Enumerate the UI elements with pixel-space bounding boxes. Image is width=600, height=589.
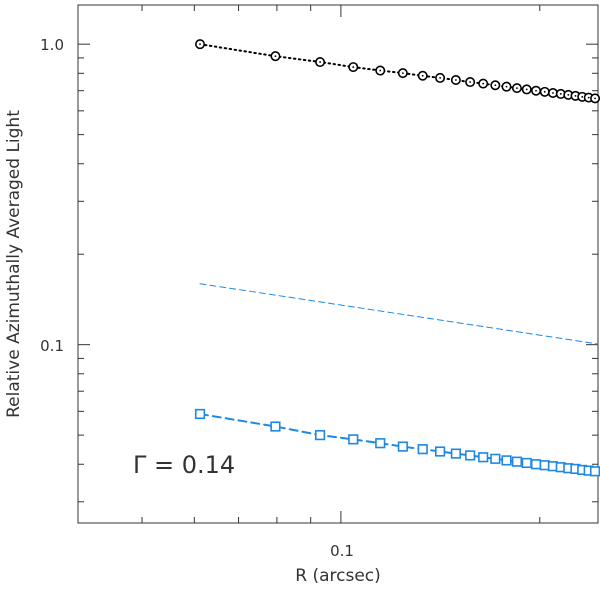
black-circles-point-dot — [516, 87, 518, 90]
black-circles-point-dot — [199, 43, 201, 46]
black-circles-point-dot — [274, 55, 277, 58]
blue-squares-point — [589, 466, 600, 477]
black-circles-point-dot — [469, 81, 472, 83]
blue-squares-line — [199, 413, 597, 473]
y-axis-label: Relative Azimuthally Averaged Light — [4, 110, 24, 418]
black-circles-point-dot — [421, 74, 424, 77]
blue-squares-point — [539, 460, 550, 471]
blue-squares-point — [417, 444, 428, 455]
black-circles-point-dot — [379, 69, 382, 72]
blue-squares-point — [478, 452, 489, 463]
blue-squares-point — [501, 455, 512, 466]
black-circles-point-dot — [574, 94, 577, 97]
blue-squares-point — [375, 438, 386, 449]
blue-squares-point — [465, 450, 476, 461]
black-circles-point-dot — [482, 82, 485, 85]
plot-frame — [77, 4, 599, 524]
black-circles-point-dot — [505, 85, 508, 88]
plot-area — [194, 39, 600, 477]
x-tick-label: 0.1 — [330, 542, 354, 560]
blue-squares-point — [348, 434, 359, 445]
gamma-annotation: Γ = 0.14 — [133, 451, 235, 479]
black-circles-point-dot — [594, 97, 596, 100]
black-circles-point-dot — [552, 92, 554, 94]
blue-squares-point — [530, 459, 542, 470]
blue-squares-point — [194, 408, 206, 420]
blue-squares-point — [270, 421, 281, 432]
black-circles-point-dot — [559, 93, 562, 95]
blue-squares-point — [521, 457, 532, 469]
black-circles-point-dot — [587, 96, 590, 99]
black-circles-point-dot — [494, 84, 497, 87]
blue-squares-point — [490, 453, 501, 464]
y-tick-label-1: 1.0 — [40, 36, 64, 54]
black-circles-point-dot — [525, 88, 528, 91]
black-circles-point-dot — [581, 95, 584, 98]
black-circles-point-dot — [319, 61, 321, 63]
black-circles-point-dot — [535, 89, 537, 92]
blue-squares-point — [397, 441, 408, 452]
x-axis-label: R (arcsec) — [295, 566, 381, 586]
blue-squares-point — [434, 446, 446, 457]
minor-ticks — [77, 5, 598, 523]
black-circles-point-dot — [401, 72, 404, 75]
black-circles-point-dot — [543, 90, 546, 93]
blue-squares-point — [511, 456, 523, 467]
black-circles-point-dot — [454, 79, 457, 81]
black-circles-point-dot — [439, 77, 441, 79]
y-tick-label-0-1: 0.1 — [40, 337, 64, 355]
blue-squares-point — [314, 430, 326, 441]
blue-reference-line-line — [199, 283, 599, 345]
major-ticks — [78, 5, 598, 523]
blue-squares-point — [450, 448, 461, 459]
black-circles-point-dot — [567, 93, 570, 96]
black-circles-point-dot — [352, 66, 355, 68]
